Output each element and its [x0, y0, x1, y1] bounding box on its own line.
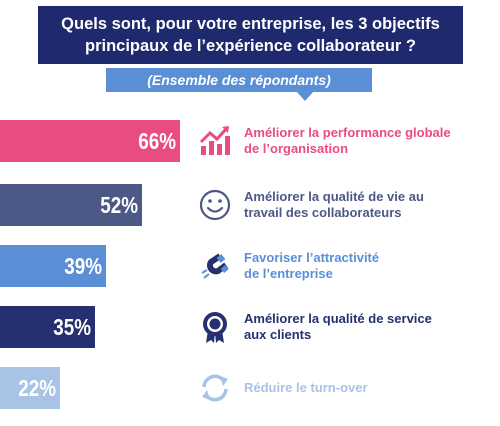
category-label: Améliorer la performance globale de l’org… — [244, 125, 494, 157]
category-label-line-2: travail des collaborateurs — [244, 205, 402, 220]
bar-3 — [0, 245, 106, 287]
magnet-icon — [198, 249, 232, 283]
category-label: Réduire le turn-over — [244, 380, 494, 396]
bar-5 — [0, 367, 60, 409]
category-label: Améliorer la qualité de vie au travail de… — [244, 189, 494, 221]
smiley-icon — [198, 188, 232, 222]
chart-title: Quels sont, pour votre entreprise, les 3… — [38, 6, 463, 64]
bar-value-label: 35% — [53, 314, 91, 340]
category-label-line-1: Réduire le turn-over — [244, 380, 368, 395]
bar-1 — [0, 120, 180, 162]
category-label-line-1: Améliorer la qualité de service — [244, 311, 432, 326]
category-label-line-1: Améliorer la qualité de vie au — [244, 189, 424, 204]
category-label-line-2: de l’entreprise — [244, 266, 333, 281]
title-line-2: principaux de l’expérience collaborateur… — [84, 37, 417, 55]
bar-4 — [0, 306, 95, 348]
title-line-1: Quels sont, pour votre entreprise, les 3… — [61, 15, 440, 33]
category-label-line-1: Améliorer la performance globale — [244, 125, 451, 140]
category-label-line-2: aux clients — [244, 327, 312, 342]
subtitle-pointer — [296, 91, 314, 101]
category-label: Favoriser l’attractivité de l’entreprise — [244, 250, 494, 282]
award-badge-icon — [198, 310, 232, 344]
bar-value-label: 22% — [18, 375, 56, 401]
bar-value-label: 52% — [100, 192, 138, 218]
category-label: Améliorer la qualité de service aux clien… — [244, 311, 494, 343]
category-label-line-1: Favoriser l’attractivité — [244, 250, 380, 265]
chart-subtitle: (Ensemble des répondants) — [106, 68, 372, 92]
chart-up-icon — [198, 124, 232, 158]
bar-value-label: 39% — [64, 253, 102, 279]
bar-2 — [0, 184, 142, 226]
category-label-line-2: de l’organisation — [244, 141, 349, 156]
refresh-icon — [198, 371, 232, 405]
bar-value-label: 66% — [138, 128, 176, 154]
